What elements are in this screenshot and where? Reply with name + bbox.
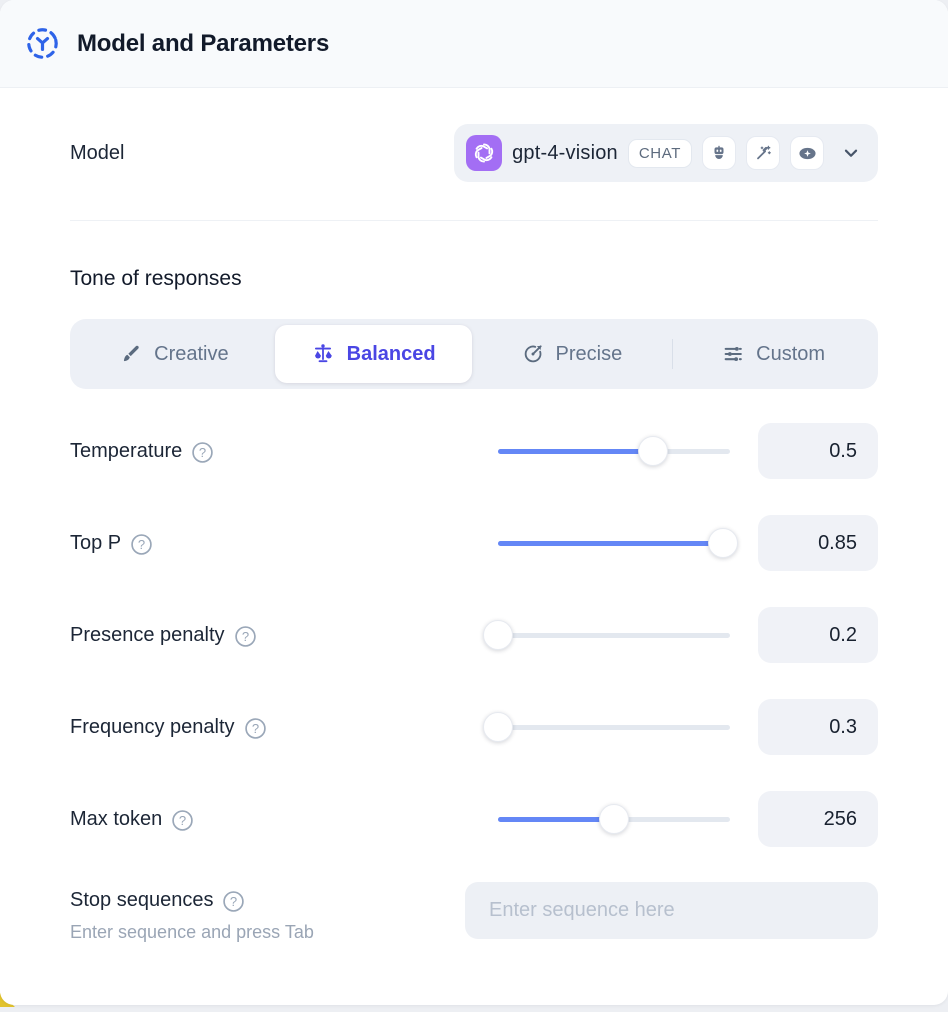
param-label: Top P — [70, 531, 122, 554]
tone-option-custom[interactable]: Custom — [675, 325, 872, 383]
help-icon[interactable]: ? — [130, 533, 153, 556]
model-label: Model — [70, 141, 125, 164]
slider-thumb[interactable] — [599, 804, 629, 834]
section-divider — [70, 220, 878, 221]
param-value[interactable]: 0.85 — [758, 515, 878, 571]
stop-sequences-row: Stop sequences ? Enter sequence and pres… — [70, 882, 878, 983]
param-slider[interactable] — [483, 619, 730, 651]
svg-text:?: ? — [138, 536, 145, 551]
param-value[interactable]: 256 — [758, 791, 878, 847]
svg-text:?: ? — [241, 628, 248, 643]
param-row-frequency-penalty: Frequency penalty ? 0.3 — [70, 698, 878, 756]
chat-type-badge: CHAT — [627, 138, 692, 168]
help-icon[interactable]: ? — [244, 717, 267, 740]
param-label: Temperature — [70, 439, 183, 462]
slider-thumb[interactable] — [638, 436, 669, 466]
help-icon[interactable]: ? — [171, 809, 194, 832]
help-icon[interactable]: ? — [234, 625, 257, 648]
sliders-icon — [722, 343, 744, 365]
openai-logo-icon — [466, 135, 503, 171]
param-row-presence-penalty: Presence penalty ? 0.2 — [70, 606, 878, 664]
vision-eye-icon — [790, 136, 824, 170]
chevron-down-icon — [840, 142, 862, 164]
magic-wand-icon — [746, 136, 780, 170]
svg-text:?: ? — [251, 720, 258, 735]
tone-option-label: Creative — [154, 342, 229, 365]
slider-thumb[interactable] — [483, 620, 513, 650]
target-icon — [522, 343, 544, 365]
model-row: Model — [70, 124, 878, 182]
robot-icon — [702, 136, 736, 170]
param-row-top-p: Top P ? 0.85 — [70, 514, 878, 572]
help-icon[interactable]: ? — [191, 441, 214, 464]
param-value[interactable]: 0.3 — [758, 699, 878, 755]
param-value[interactable]: 0.5 — [758, 423, 878, 479]
tone-section-heading: Tone of responses — [70, 267, 242, 290]
param-slider[interactable] — [483, 711, 730, 743]
slider-thumb[interactable] — [708, 528, 739, 558]
param-label: Presence penalty — [70, 623, 225, 646]
tone-option-label: Custom — [756, 342, 826, 365]
tone-option-balanced[interactable]: Balanced — [274, 325, 472, 383]
param-label: Frequency penalty — [70, 715, 235, 738]
tone-option-creative[interactable]: Creative — [76, 325, 273, 383]
model-hub-icon — [25, 26, 60, 61]
param-row-temperature: Temperature ? 0.5 — [70, 422, 878, 480]
tone-segmented-control: Creative Balanced — [70, 319, 878, 389]
stop-sequences-label: Stop sequences — [70, 889, 214, 911]
svg-text:?: ? — [199, 444, 206, 459]
model-select-dropdown[interactable]: gpt-4-vision CHAT — [454, 124, 878, 182]
param-slider[interactable] — [498, 803, 730, 835]
tone-option-label: Precise — [555, 342, 623, 365]
tone-option-precise[interactable]: Precise — [474, 325, 671, 383]
brush-icon — [120, 343, 142, 365]
page-title: Model and Parameters — [77, 29, 330, 57]
balance-scale-icon — [311, 342, 335, 366]
svg-text:?: ? — [230, 894, 237, 909]
help-icon[interactable]: ? — [222, 890, 245, 913]
slider-thumb[interactable] — [483, 712, 513, 742]
param-value[interactable]: 0.2 — [758, 607, 878, 663]
param-label: Max token — [70, 807, 163, 830]
param-slider[interactable] — [498, 527, 739, 559]
panel-header: Model and Parameters — [0, 0, 948, 88]
param-row-max-token: Max token ? 256 — [70, 790, 878, 848]
stop-sequence-input[interactable] — [465, 882, 878, 939]
segment-divider — [672, 339, 674, 369]
parameters-list: Temperature ? 0.5 Top P ? — [70, 422, 878, 848]
stop-sequences-hint: Enter sequence and press Tab — [70, 922, 314, 942]
selected-model-name: gpt-4-vision — [512, 141, 618, 164]
param-slider[interactable] — [498, 435, 730, 467]
svg-text:?: ? — [179, 812, 186, 827]
tone-option-label: Balanced — [346, 342, 436, 365]
